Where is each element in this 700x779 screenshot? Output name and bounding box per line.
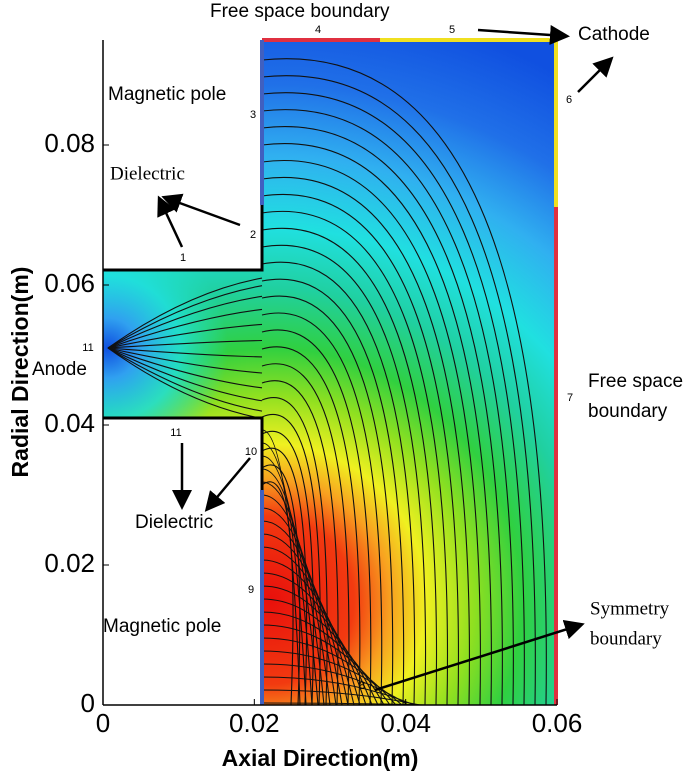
field-line [261,413,321,705]
field-line [107,347,263,419]
region-number: 4 [315,24,321,36]
field-line [261,507,337,705]
field-line [107,339,263,349]
field-line [261,329,372,705]
field-line [107,347,263,358]
annotation: Free space boundary [210,1,390,22]
field-line [261,210,449,705]
field-line [261,109,514,705]
field-line [261,346,361,705]
field-line [261,363,350,705]
contour-field [103,40,557,705]
region-number: 11 [170,427,181,439]
field-line [261,464,301,705]
region-number: 5 [449,24,455,36]
field-line [261,572,367,705]
y-tick-label: 0.02 [44,548,95,578]
annotation: boundary [590,628,662,649]
field-line [261,75,536,705]
annotation: Dielectric [135,512,213,533]
x-tick-label: 0 [96,708,110,738]
region-number: 11 [82,342,93,354]
field-line [261,585,373,705]
region-number: 2 [250,229,256,241]
field-line [261,546,355,705]
region-number: 8 [359,680,365,692]
field-line [107,347,263,389]
field-line [261,559,361,705]
x-axis-label: Axial Direction(m) [222,745,419,771]
y-axis-label: Radial Direction(m) [7,267,33,478]
x-tick-label: 0.06 [532,708,583,738]
arrows [157,24,614,692]
region-number: 10 [245,446,257,458]
region-number: 9 [248,584,254,596]
field-line [261,244,427,705]
annotation: Free space [588,371,683,392]
annotation: Symmetry [590,598,670,619]
field-line [261,676,415,705]
x-tick-label: 0.04 [380,708,431,738]
field-line [107,323,263,349]
field-line [107,347,263,412]
field-line [261,611,385,705]
annotation: Dielectric [110,163,185,184]
region-number: 3 [250,109,256,121]
y-tick-label: 0 [81,688,95,718]
annotation: boundary [588,401,668,422]
field-line [261,295,394,705]
field-line [261,194,459,705]
y-tick-label: 0.04 [44,408,95,438]
y-tick-label: 0.08 [44,128,95,158]
annotation: Anode [32,359,87,380]
x-tick-label: 0.02 [229,708,280,738]
field-line [107,347,263,374]
region-number: 1 [180,252,186,264]
field-line [261,598,379,705]
field-line [261,143,492,705]
field-line [261,177,470,705]
field-line [261,278,405,705]
field-line [261,494,331,705]
field-line [261,160,481,705]
field-line [261,92,525,705]
field-line [107,308,263,349]
field-line [261,380,339,705]
field-line [261,689,421,705]
annotation: Magnetic pole [108,84,226,105]
field-line [261,429,301,705]
field-line [261,227,438,705]
field-line [107,347,263,402]
y-tick-label: 0.06 [44,268,95,298]
axes [102,40,557,706]
annotation: Magnetic pole [103,616,221,637]
field-line [107,285,263,349]
field-line [261,520,343,705]
field-line [107,277,263,349]
field-line [261,261,416,705]
field-line [261,430,314,705]
annotation: Cathode [578,24,650,45]
region-number: 6 [566,94,572,106]
region-number: 7 [567,392,573,404]
field-line [261,663,409,705]
field-line [107,295,263,349]
field-line [261,312,383,705]
field-line [261,126,503,705]
field-line [261,58,547,705]
